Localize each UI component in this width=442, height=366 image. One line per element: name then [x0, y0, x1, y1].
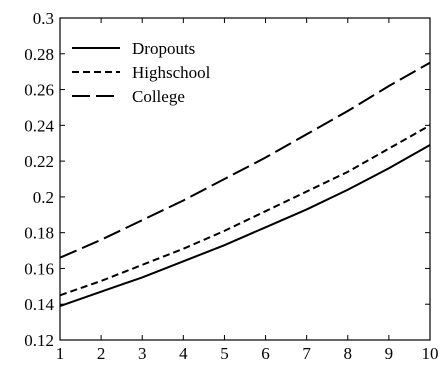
y-tick-label: 0.18 [24, 224, 54, 243]
y-tick-label: 0.12 [24, 331, 54, 350]
y-tick-label: 0.26 [24, 81, 54, 100]
x-tick-label: 5 [220, 344, 229, 363]
legend-label-highschool: Highschool [132, 63, 211, 82]
x-tick-label: 7 [302, 344, 311, 363]
y-tick-label: 0.16 [24, 259, 54, 278]
x-tick-label: 4 [179, 344, 188, 363]
series-line-dropouts [59, 144, 431, 307]
y-tick-label: 0.22 [24, 152, 54, 171]
series-line-college [59, 61, 431, 259]
x-tick-label: 10 [422, 344, 439, 363]
y-tick-label: 0.3 [33, 9, 54, 28]
legend-label-college: College [132, 87, 185, 106]
series-line-highschool [59, 124, 431, 297]
y-tick-label: 0.14 [24, 295, 54, 314]
legend-label-dropouts: Dropouts [132, 39, 195, 58]
x-tick-label: 1 [56, 344, 65, 363]
y-tick-label: 0.28 [24, 45, 54, 64]
y-tick-label: 0.24 [24, 116, 54, 135]
y-tick-label: 0.2 [33, 188, 54, 207]
x-tick-label: 3 [138, 344, 147, 363]
plot-frame [59, 17, 431, 341]
x-tick-label: 9 [385, 344, 394, 363]
x-tick-label: 6 [261, 344, 270, 363]
x-tick-label: 8 [344, 344, 353, 363]
x-tick-label: 2 [97, 344, 106, 363]
